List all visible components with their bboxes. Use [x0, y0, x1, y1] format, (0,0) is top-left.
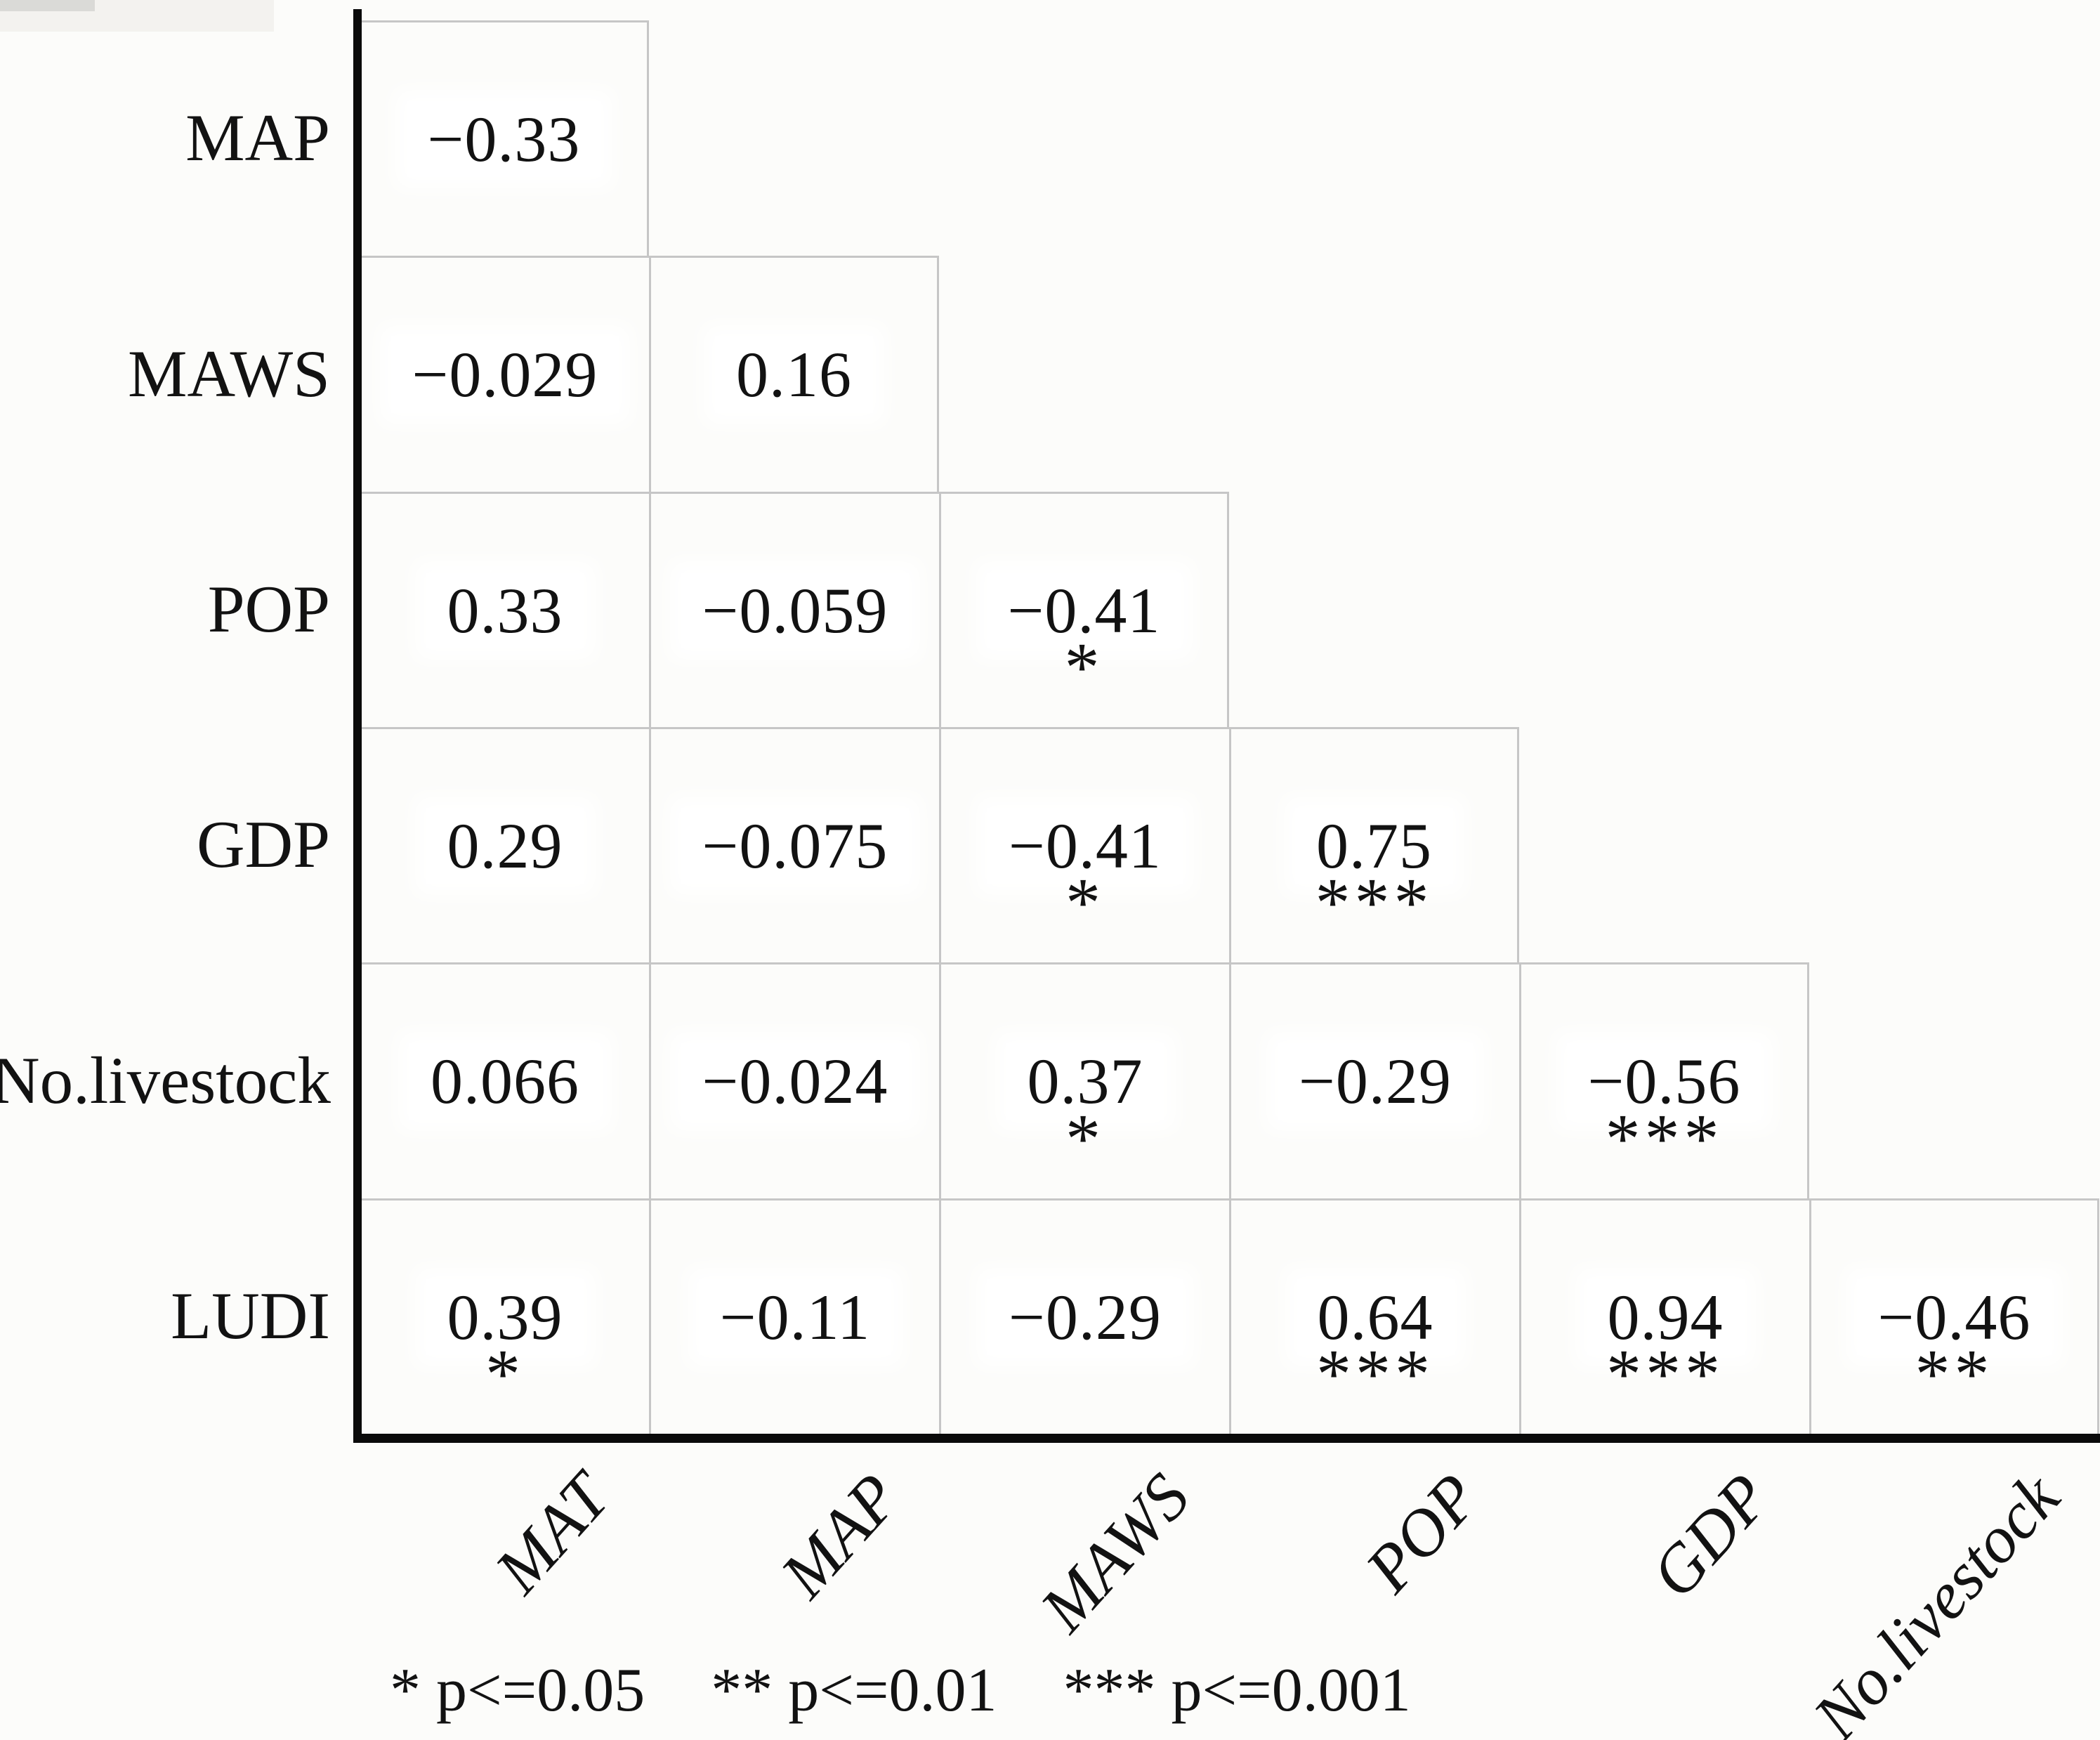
- cell-value: −0.11: [698, 1278, 892, 1356]
- cell-ludi-gdp: 0.94 ***: [1519, 1198, 1809, 1434]
- cell-value: −0.29: [987, 1278, 1183, 1356]
- cell-livestock-mat: 0.066: [359, 962, 649, 1198]
- significance-stars: ***: [1605, 1099, 1724, 1177]
- cell-value: −0.41: [987, 807, 1183, 884]
- cell-gdp-pop: 0.75 ***: [1229, 727, 1519, 963]
- cell-value: 0.066: [409, 1043, 601, 1120]
- cell-value: −0.029: [391, 336, 619, 413]
- cell-value: −0.29: [1278, 1043, 1473, 1120]
- cell-value: 0.33: [426, 572, 584, 649]
- cell-map-mat: −0.33: [359, 20, 649, 256]
- cell-value: 0.75: [1295, 807, 1453, 884]
- significance-stars: *: [1065, 1099, 1105, 1177]
- cell-value: −0.075: [681, 807, 910, 884]
- cell-ludi-pop: 0.64 ***: [1229, 1198, 1519, 1434]
- cell-livestock-gdp: −0.56 ***: [1519, 962, 1809, 1198]
- cell-value: 0.37: [1006, 1043, 1164, 1120]
- row-label-map: MAP: [185, 100, 330, 175]
- significance-legend: * p<=0.05 ** p<=0.01 *** p<=0.001: [390, 1652, 1462, 1729]
- col-label-gdp: GDP: [1636, 1459, 1784, 1612]
- cell-livestock-pop: −0.29: [1229, 962, 1519, 1198]
- cell-livestock-maws: 0.37 *: [939, 962, 1229, 1198]
- x-axis-line: [353, 1434, 2100, 1443]
- legend-item-p001: *** p<=0.001: [1063, 1656, 1411, 1725]
- significance-stars: *: [1065, 863, 1105, 942]
- cell-maws-mat: −0.029: [359, 256, 649, 492]
- cell-value: 0.16: [715, 336, 873, 413]
- cell-gdp-maws: −0.41 *: [939, 727, 1229, 963]
- cell-value: −0.024: [681, 1043, 910, 1120]
- cell-maws-map: 0.16: [649, 256, 939, 492]
- cell-ludi-mat: 0.39 *: [359, 1198, 649, 1434]
- cell-gdp-mat: 0.29: [359, 727, 649, 963]
- significance-stars: **: [1915, 1335, 1994, 1413]
- cell-value: 0.64: [1296, 1278, 1455, 1356]
- col-label-pop: POP: [1351, 1459, 1494, 1607]
- cell-pop-map: −0.059: [649, 491, 939, 727]
- cell-value: −0.059: [681, 572, 910, 649]
- cell-pop-maws: −0.41 *: [939, 491, 1229, 727]
- cell-value: −0.33: [406, 100, 602, 178]
- cell-ludi-map: −0.11: [649, 1198, 939, 1434]
- row-label-ludi: LUDI: [171, 1278, 330, 1353]
- cell-ludi-livestock: −0.46 **: [1809, 1198, 2099, 1434]
- y-axis-line: [353, 9, 362, 1443]
- cell-pop-mat: 0.33: [359, 491, 649, 727]
- cell-value: −0.56: [1566, 1043, 1762, 1120]
- matrix-grid: −0.33 −0.029 0.16 0.33 −0.059 −0.41 * 0.…: [359, 20, 2099, 1434]
- cell-value: 0.39: [426, 1278, 584, 1356]
- col-label-maws: MAWS: [1025, 1459, 1204, 1646]
- legend-item-p01: ** p<=0.01: [711, 1656, 997, 1725]
- cell-value: 0.94: [1586, 1278, 1745, 1356]
- col-label-mat: MAT: [480, 1459, 624, 1607]
- significance-stars: *: [1064, 628, 1104, 706]
- row-label-livestock: No.livestock: [0, 1043, 331, 1118]
- cell-value: −0.41: [986, 572, 1182, 649]
- significance-stars: ***: [1316, 1335, 1434, 1413]
- cell-livestock-map: −0.024: [649, 962, 939, 1198]
- row-label-maws: MAWS: [128, 336, 330, 411]
- row-label-gdp: GDP: [196, 807, 330, 882]
- col-label-livestock: No.livestock: [1799, 1459, 2074, 1740]
- cell-gdp-map: −0.075: [649, 727, 939, 963]
- cell-value: −0.46: [1856, 1278, 2052, 1356]
- significance-stars: *: [485, 1335, 525, 1413]
- cell-ludi-maws: −0.29: [939, 1198, 1229, 1434]
- significance-stars: ***: [1606, 1335, 1724, 1413]
- col-label-map: MAP: [766, 1459, 914, 1611]
- row-label-pop: POP: [207, 572, 330, 646]
- cell-value: 0.29: [426, 807, 584, 884]
- significance-stars: ***: [1315, 863, 1433, 942]
- scan-artifact-dark: [0, 0, 95, 11]
- legend-item-p05: * p<=0.05: [390, 1656, 645, 1725]
